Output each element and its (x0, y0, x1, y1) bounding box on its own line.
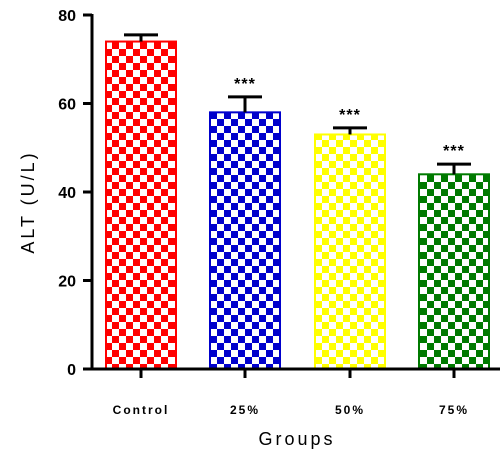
y-tick-label: 0 (67, 362, 76, 379)
x-axis-title: Groups (258, 429, 335, 449)
x-tick-label: 25% (230, 403, 260, 417)
x-tick-label: 75% (439, 403, 469, 417)
y-ticks-layer: 0 20 40 60 80 (58, 8, 92, 379)
error-bars-layer (124, 33, 471, 175)
y-axis-title: ALT (U/L) (18, 150, 38, 253)
error-bar (333, 126, 367, 135)
y-tick-label: 40 (58, 185, 76, 202)
significance-label: *** (234, 76, 256, 93)
x-tick-label: 50% (335, 403, 365, 417)
error-bar (228, 95, 262, 113)
significance-label: *** (339, 107, 361, 124)
error-bar (124, 33, 158, 42)
bars-layer (105, 40, 490, 371)
significance-label: *** (443, 143, 465, 160)
bar-control (105, 40, 177, 371)
y-tick-label: 60 (58, 97, 76, 114)
x-ticks-layer: Control 25% 50% 75% (113, 369, 469, 417)
bar-75pct (418, 173, 490, 370)
significance-layer: *** *** *** (234, 76, 465, 160)
y-tick-label: 80 (58, 8, 76, 25)
x-tick-label: Control (113, 403, 170, 417)
error-bar (437, 162, 471, 175)
bar-50pct (314, 133, 386, 370)
y-tick-label: 20 (58, 274, 76, 291)
bar-25pct (209, 111, 281, 370)
